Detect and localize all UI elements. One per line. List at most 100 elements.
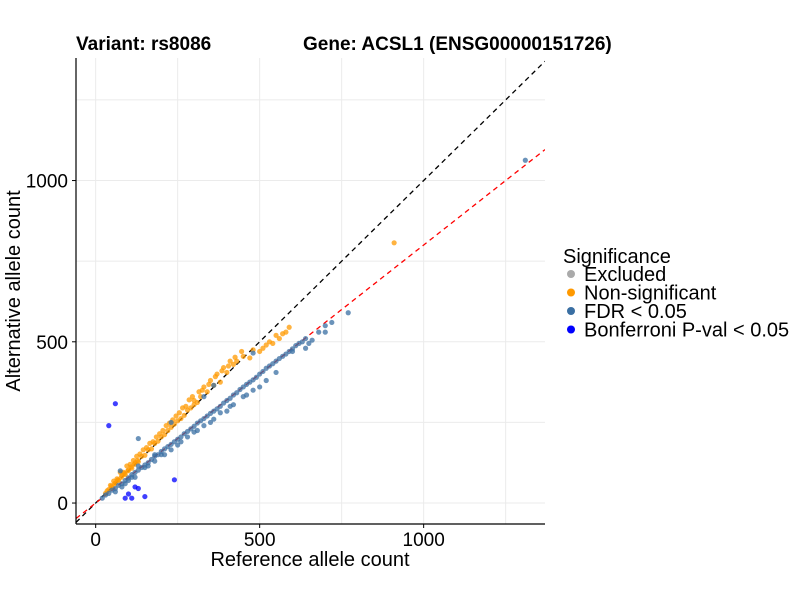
data-point [260,368,266,375]
data-point [263,342,269,348]
data-point [119,484,125,490]
legend-label: Bonferroni P-val < 0.05 [584,320,789,342]
data-point [137,451,143,457]
data-point [207,410,214,416]
data-point [302,335,309,342]
data-point [316,329,322,335]
data-point [217,410,223,416]
data-point [150,439,156,445]
x-tick-label: 1000 [403,530,445,551]
data-point [345,310,351,316]
data-point [152,458,158,464]
data-point [299,339,305,345]
data-point [260,345,266,351]
data-point [257,384,263,390]
data-point [263,377,269,384]
data-point [173,413,179,419]
data-point [129,495,135,501]
data-point [99,495,105,501]
data-point [230,361,237,367]
data-point [240,353,246,359]
data-point [247,355,253,361]
data-point [155,438,161,444]
data-point [199,387,205,393]
data-point [184,434,191,440]
data-point [212,374,218,380]
data-point [188,405,194,411]
legend-marker [567,288,575,297]
data-point [186,397,192,403]
chart-title-gene: Gene: ACSL1 (ENSG00000151726) [303,34,612,55]
legend-label: Excluded [584,264,666,286]
data-point [168,424,174,430]
data-point [234,390,240,396]
data-point [247,379,253,385]
data-point [153,434,159,440]
data-point [112,489,118,495]
data-point [227,358,233,364]
y-tick-label: 0 [57,494,68,515]
data-point [131,461,137,467]
data-point [322,323,328,329]
data-point [211,416,217,422]
data-point [293,343,299,349]
data-point [125,477,132,484]
x-tick-label: 500 [244,530,276,551]
data-point [135,463,141,469]
data-point [132,484,138,490]
data-point [280,353,286,359]
data-point [219,368,225,374]
data-point [257,348,263,355]
data-point [135,457,141,464]
data-point [165,427,171,434]
data-point [322,329,328,335]
data-point [132,474,138,480]
data-point [273,358,279,364]
data-point [176,410,182,416]
data-point [211,382,217,388]
data-point [142,493,148,500]
data-point [201,394,207,400]
data-point [253,374,259,380]
data-point [204,389,210,395]
data-point [250,387,256,393]
data-point [168,447,174,453]
data-point [194,420,200,426]
data-point [106,423,112,429]
y-tick-label: 1000 [26,172,68,193]
data-point [391,240,397,246]
chart-title-variant: Variant: rs8086 [76,34,211,55]
data-point [135,467,141,473]
data-point [302,345,309,351]
x-axis-title: Reference allele count [210,549,409,571]
grid [76,58,545,524]
data-point [214,406,220,412]
data-point [266,363,273,369]
data-point [142,452,148,458]
data-point [161,446,168,452]
data-point [309,337,315,343]
data-point [224,369,230,376]
data-point [112,401,118,407]
data-point [118,474,124,480]
data-point [117,468,123,474]
data-point [250,350,256,356]
data-point [243,392,250,398]
data-point [227,395,233,401]
data-point [289,348,296,355]
legend-title: Significance [563,246,671,268]
data-point [188,426,194,432]
data-point [168,419,174,426]
y-axis-ticks: 0 500 1000 [26,172,76,515]
data-point [276,335,282,342]
data-point [181,431,187,437]
x-tick-label: 0 [90,530,101,551]
data-point [161,432,168,438]
data-point [194,427,200,434]
x-axis-ticks: 0 500 1000 [90,524,445,551]
data-point [122,495,128,501]
data-point [135,435,141,442]
data-point [160,427,166,434]
data-point [181,412,187,418]
y-tick-label: 500 [36,333,68,354]
